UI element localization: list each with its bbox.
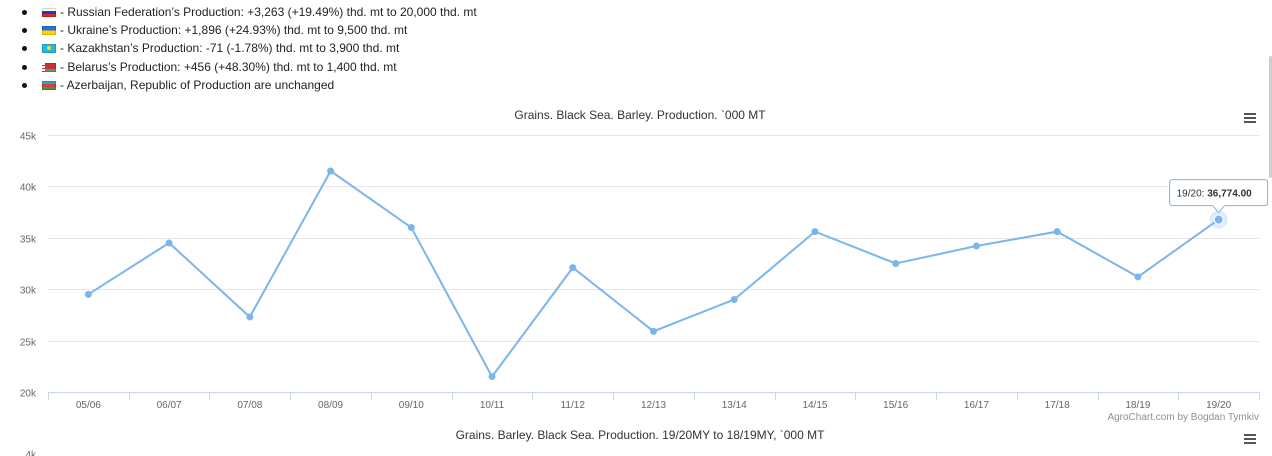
series-line xyxy=(87,169,1220,379)
second-chart-title: Grains. Barley. Black Sea. Production. 1… xyxy=(456,428,826,442)
data-point[interactable] xyxy=(165,239,173,247)
chart-tooltip: 19/20: 36,774.00 xyxy=(1169,179,1269,214)
x-tick-label: 16/17 xyxy=(964,400,989,411)
data-point[interactable] xyxy=(246,313,254,321)
data-point[interactable] xyxy=(407,224,415,232)
summary-item-russia: - Russian Federation’s Production: +3,26… xyxy=(22,3,477,21)
x-axis: 05/06 06/07 07/08 08/09 09/10 10/11 11/12 12/13… xyxy=(48,392,1260,411)
data-point[interactable] xyxy=(650,327,657,335)
second-chart-menu-button[interactable] xyxy=(1241,431,1259,447)
summary-item-belarus: - Belarus’s Production: +456 (+48.30%) t… xyxy=(22,58,477,76)
x-tick-label: 15/16 xyxy=(883,400,908,411)
second-chart-y-tick-label: 4k xyxy=(25,450,37,456)
production-summary-list: - Russian Federation’s Production: +3,26… xyxy=(22,3,477,94)
x-tick-label: 06/07 xyxy=(157,400,182,411)
y-tick-label: 40k xyxy=(20,183,37,194)
ukraine-flag-icon xyxy=(42,26,56,36)
y-tick-label: 25k xyxy=(20,338,37,349)
tooltip-box xyxy=(1169,179,1269,214)
summary-text: - Russian Federation’s Production: +3,26… xyxy=(60,5,477,19)
page-scrollbar[interactable] xyxy=(1269,56,1272,178)
y-tick-label: 35k xyxy=(20,235,37,246)
y-axis: 20k 25k 30k 35k 40k 45k xyxy=(20,132,37,400)
x-tick-label: 12/13 xyxy=(641,400,666,411)
x-tick-label: 10/11 xyxy=(480,400,505,411)
data-point[interactable] xyxy=(1134,273,1142,281)
x-tick-label: 07/08 xyxy=(237,400,262,411)
tooltip-value: 36,774.00 xyxy=(1207,189,1252,200)
x-tick-label: 13/14 xyxy=(722,400,747,411)
data-point[interactable] xyxy=(327,167,335,175)
x-tick-label: 05/06 xyxy=(76,400,101,411)
chart-grid xyxy=(48,135,1259,393)
x-tick-label: 19/20 xyxy=(1206,400,1231,411)
data-point[interactable] xyxy=(892,260,900,267)
y-tick-label: 45k xyxy=(20,132,37,143)
x-tick-label: 18/19 xyxy=(1125,400,1150,411)
summary-item-ukraine: - Ukraine’s Production: +1,896 (+24.93%)… xyxy=(22,21,477,39)
russia-flag-icon xyxy=(42,8,56,17)
data-point[interactable] xyxy=(1053,228,1061,236)
x-tick-label: 11/12 xyxy=(561,400,586,411)
data-point[interactable] xyxy=(569,264,577,272)
summary-text: - Azerbaijan, Republic of Production are… xyxy=(60,77,335,92)
data-point[interactable] xyxy=(488,373,496,381)
chart-credits: AgroChart.com by Bogdan Tymkiv xyxy=(1107,412,1259,423)
tooltip-label: 19/20: xyxy=(1177,189,1208,200)
chart-title: Grains. Black Sea. Barley. Production. `… xyxy=(514,108,766,122)
x-tick-label: 09/10 xyxy=(399,400,424,411)
summary-text: - Kazakhstan’s Production: -71 (-1.78%) … xyxy=(60,41,400,56)
tooltip-text: 19/20: 36,774.00 xyxy=(1177,189,1253,200)
data-point[interactable] xyxy=(811,228,819,236)
data-point[interactable] xyxy=(730,295,738,303)
x-tick-label: 14/15 xyxy=(802,400,827,411)
x-tick-label: 17/18 xyxy=(1045,400,1070,411)
kazakhstan-flag-icon xyxy=(42,44,56,54)
summary-text: - Ukraine’s Production: +1,896 (+24.93%)… xyxy=(60,23,408,38)
summary-item-kazakhstan: - Kazakhstan’s Production: -71 (-1.78%) … xyxy=(22,39,477,57)
azerbaijan-flag-icon xyxy=(42,80,56,90)
chart-menu-button[interactable] xyxy=(1241,110,1259,126)
series-points xyxy=(84,167,1228,381)
data-point[interactable] xyxy=(84,290,92,298)
data-point-hovered[interactable] xyxy=(1213,214,1224,225)
summary-text: - Belarus’s Production: +456 (+48.30%) t… xyxy=(60,59,397,74)
x-tick-label: 08/09 xyxy=(318,400,343,411)
data-point[interactable] xyxy=(972,242,980,250)
belarus-flag-icon xyxy=(42,62,56,72)
summary-item-azerbaijan: - Azerbaijan, Republic of Production are… xyxy=(22,76,477,94)
y-tick-label: 30k xyxy=(20,286,37,297)
y-tick-label: 20k xyxy=(20,389,37,400)
